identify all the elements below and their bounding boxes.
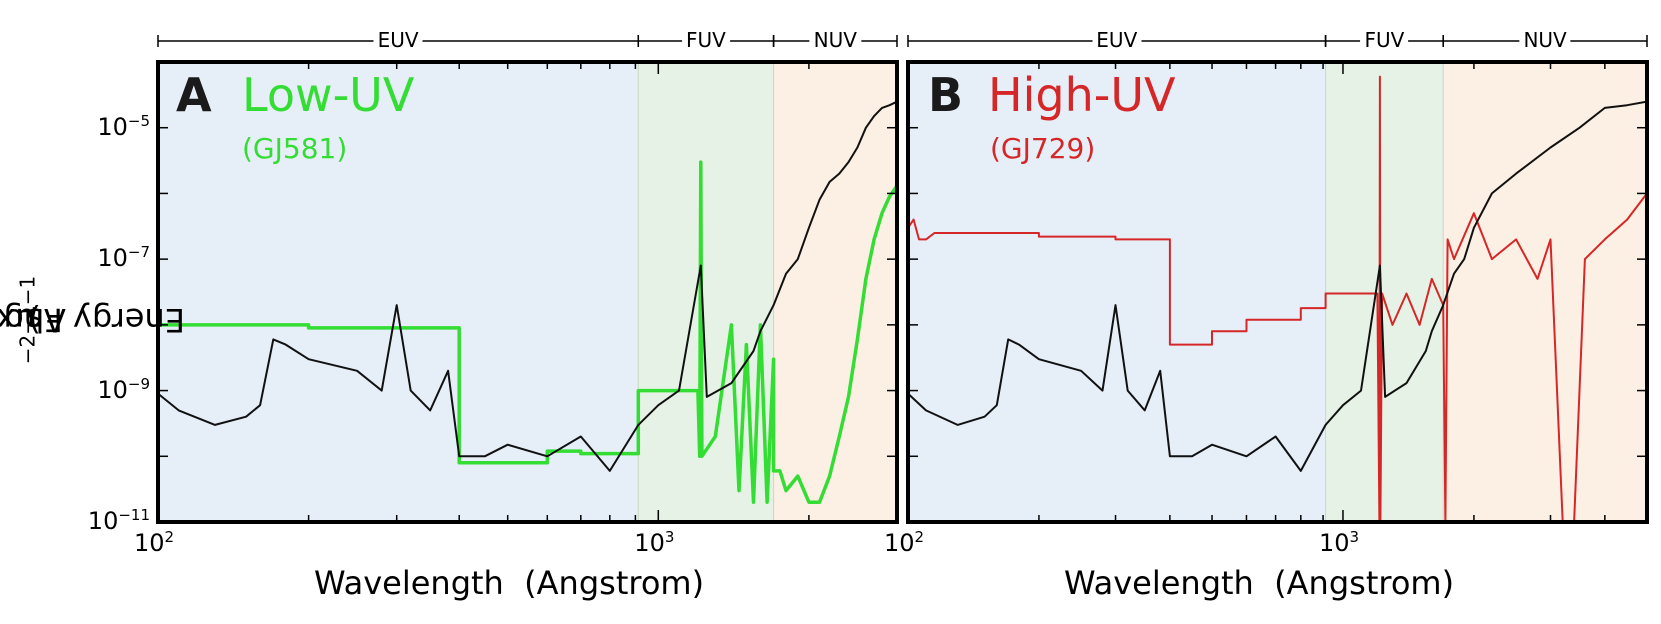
x-tick-label: 103 bbox=[634, 528, 675, 557]
panel-b-subtitle: (GJ729) bbox=[990, 132, 1096, 165]
series-group bbox=[908, 75, 1647, 522]
band-label-euv: EUV bbox=[1092, 28, 1142, 52]
band-label-fuv: FUV bbox=[1360, 28, 1409, 52]
panel-a-letter: A bbox=[176, 68, 212, 122]
panel-b-letter: B bbox=[928, 68, 964, 122]
x-tick-label: 102 bbox=[884, 528, 925, 557]
y-axis-label: Energy Flux (J / cm−2 Ang−1 s−1) bbox=[0, 275, 186, 365]
plot-frame bbox=[156, 60, 899, 524]
series-line-gj729-model bbox=[908, 75, 1647, 522]
panel-a bbox=[156, 35, 899, 524]
band-label-fuv: FUV bbox=[682, 28, 730, 52]
y-tick-label: 10−11 bbox=[87, 506, 150, 535]
band-label-nuv: NUV bbox=[1519, 28, 1571, 52]
series-line-reference-spectrum bbox=[158, 100, 897, 472]
x-tick-label: 102 bbox=[134, 528, 175, 557]
panel-a-title: Low-UV bbox=[242, 68, 415, 122]
x-tick-label: 103 bbox=[1318, 528, 1360, 557]
panel-b-xlabel: Wavelength (Angstrom) bbox=[1064, 564, 1455, 602]
plot-frame bbox=[906, 60, 1649, 524]
panel-b bbox=[906, 35, 1649, 524]
band-euv-shade bbox=[908, 62, 1326, 522]
panel-a-subtitle: (GJ581) bbox=[242, 132, 348, 165]
band-nuv-shade bbox=[773, 62, 897, 522]
panel-a-xlabel: Wavelength (Angstrom) bbox=[314, 564, 705, 602]
panel-b-title: High-UV bbox=[988, 68, 1176, 122]
band-label-nuv: NUV bbox=[809, 28, 861, 52]
y-tick-label: 10−5 bbox=[97, 111, 150, 141]
band-label-euv: EUV bbox=[373, 28, 423, 52]
band-fuv-shade bbox=[1325, 62, 1444, 522]
y-tick-label: 10−9 bbox=[97, 374, 150, 404]
series-line-reference-spectrum bbox=[908, 100, 1647, 472]
band-euv-shade bbox=[158, 62, 639, 522]
y-tick-label: 10−7 bbox=[97, 243, 150, 273]
series-line-gj581-model bbox=[158, 160, 897, 504]
series-group bbox=[158, 100, 897, 504]
band-nuv-shade bbox=[1443, 62, 1647, 522]
